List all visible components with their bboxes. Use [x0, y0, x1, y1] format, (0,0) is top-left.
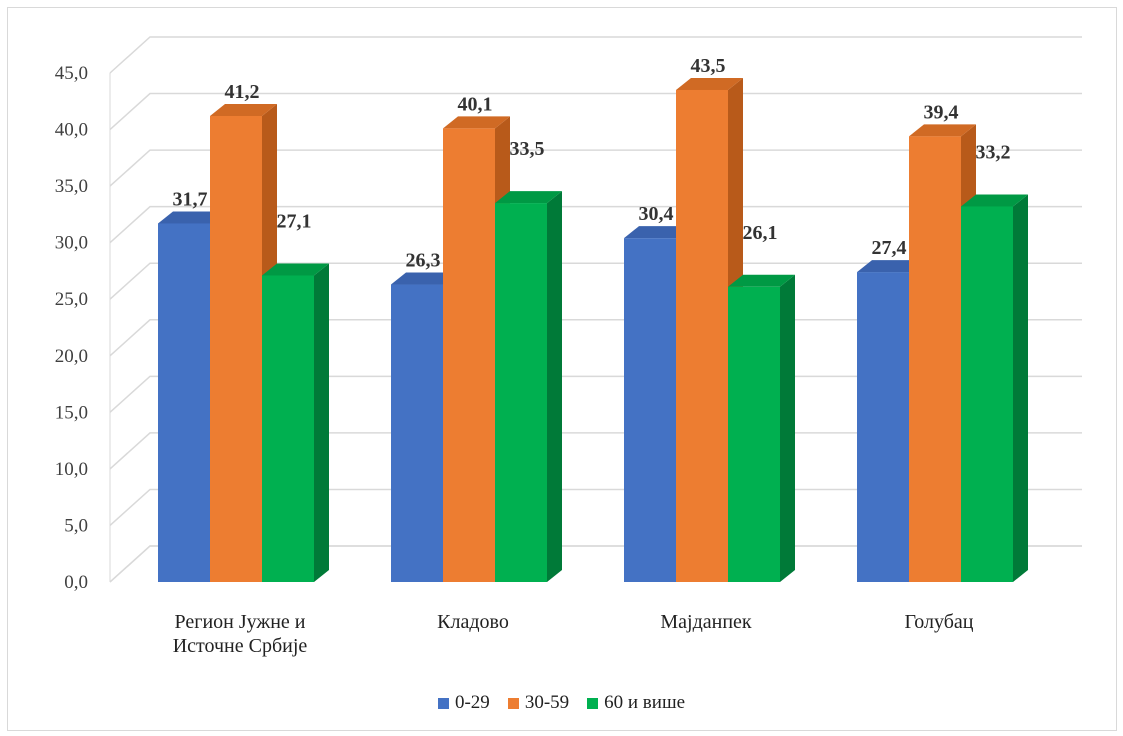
bar-side-3	[1013, 194, 1028, 582]
bar-top-1	[391, 272, 458, 285]
gridline	[109, 205, 1082, 244]
bar-top-3	[728, 274, 795, 287]
y-tick-label: 10,0	[55, 459, 88, 480]
y-tick-label: 0,0	[64, 572, 88, 593]
gridline	[109, 262, 1082, 300]
data-label: 26,3	[406, 250, 441, 272]
bar-2	[676, 89, 728, 582]
bar-chart: 0,0 5,0 10,0 15,0 20,0 25,0 30,0 35,0 40,0 45,0 31…	[55, 36, 1082, 657]
y-tick-label: 35,0	[55, 176, 88, 197]
data-label: 39,4	[924, 101, 959, 123]
legend-label-30-59: 30-59	[524, 692, 570, 713]
bar-top-1	[857, 260, 924, 273]
legend-label-0-29: 0-29	[454, 692, 490, 713]
y-tick-label: 5,0	[64, 515, 88, 536]
x-category-label: Голубац	[904, 611, 973, 633]
data-label: 31,7	[173, 188, 208, 210]
bar-side-3	[547, 191, 562, 583]
legend-swatch-60-plus	[587, 697, 599, 709]
bar-top-2	[210, 103, 277, 116]
bar-2	[210, 115, 262, 582]
data-label: 26,1	[743, 222, 778, 244]
data-label: 40,1	[458, 93, 493, 115]
legend-label-60-plus: 60 и више	[604, 692, 686, 713]
data-label: 27,1	[277, 210, 312, 232]
bar-1	[624, 238, 676, 583]
y-tick-label: 30,0	[55, 233, 88, 254]
bar-1	[391, 284, 443, 582]
data-label: 41,2	[225, 81, 260, 103]
gridline	[109, 36, 1082, 74]
x-category-label: Мајданпек	[660, 611, 752, 633]
y-tick-label: 25,0	[55, 289, 88, 310]
legend-item-0-29: 0-29	[437, 692, 490, 714]
x-category-label: Кладово	[437, 611, 509, 633]
bar-top-2	[443, 116, 510, 129]
bar-3	[262, 275, 314, 582]
data-label: 43,5	[691, 55, 726, 77]
bar-side-3	[780, 274, 795, 582]
data-label: 27,4	[872, 237, 907, 259]
y-tick-label: 45,0	[55, 63, 88, 84]
bar-top-1	[158, 211, 225, 224]
bar-top-3	[961, 194, 1028, 207]
y-tick-label: 20,0	[55, 346, 88, 367]
data-label: 30,4	[639, 203, 674, 225]
data-label: 33,2	[976, 141, 1011, 163]
bar-side-3	[314, 263, 329, 582]
legend-swatch-0-29	[437, 697, 449, 709]
bar-1	[857, 272, 909, 582]
legend-swatch-30-59	[507, 697, 519, 709]
bar-3	[495, 203, 547, 583]
y-tick-label: 15,0	[55, 402, 88, 423]
bar-1	[158, 223, 210, 582]
bar-3	[728, 286, 780, 582]
legend-item-60-plus: 60 и више	[587, 692, 685, 714]
legend: 0-29 30-59 60 и више	[0, 692, 1123, 714]
x-category-label: Регион Јужне и	[175, 611, 306, 633]
gridline	[109, 92, 1082, 131]
bar-2	[443, 128, 495, 582]
x-category-label: Источне Србије	[173, 635, 308, 657]
bar-top-2	[909, 124, 976, 137]
bar-2	[909, 136, 961, 582]
bar-top-1	[624, 226, 691, 239]
bar-3	[961, 206, 1013, 582]
legend-item-30-59: 30-59	[507, 692, 570, 714]
data-label: 33,5	[510, 138, 545, 160]
bar-top-3	[262, 263, 329, 276]
gridline	[109, 149, 1082, 187]
y-tick-label: 40,0	[55, 120, 88, 141]
bar-top-2	[676, 77, 743, 90]
bar-top-3	[495, 191, 562, 204]
